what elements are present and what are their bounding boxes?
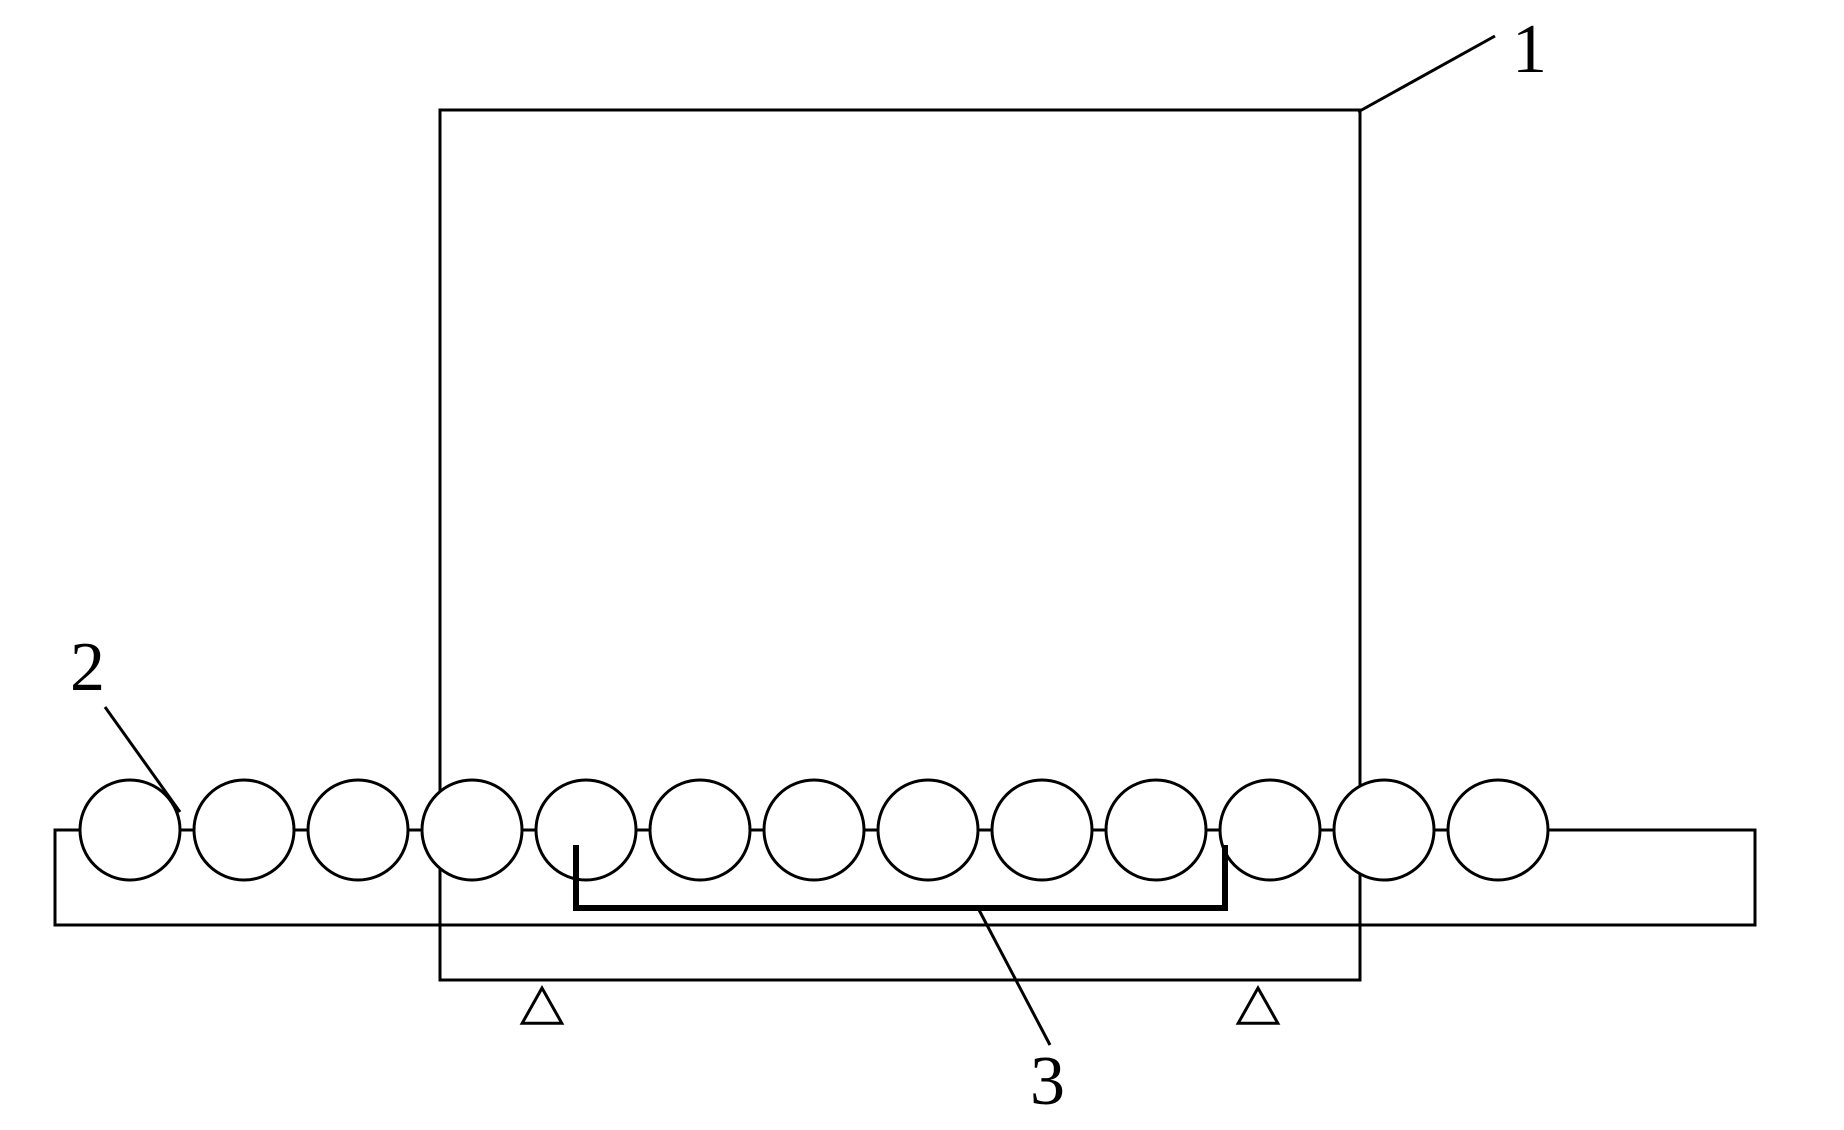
roller-circle — [1334, 780, 1434, 880]
leader-line — [978, 908, 1050, 1045]
label-3: 3 — [1030, 1043, 1065, 1120]
roller-circle — [878, 780, 978, 880]
label-1: 1 — [1512, 11, 1547, 88]
roller-circle — [194, 780, 294, 880]
roller-circle — [650, 780, 750, 880]
label-2: 2 — [70, 629, 105, 706]
roller-circle — [308, 780, 408, 880]
roller-circle — [764, 780, 864, 880]
roller-circle — [1220, 780, 1320, 880]
roller-circle — [1106, 780, 1206, 880]
support-triangles — [522, 988, 1278, 1023]
roller-circle — [80, 780, 180, 880]
roller-circle — [536, 780, 636, 880]
roller-circle — [992, 780, 1092, 880]
support-triangle — [1238, 988, 1278, 1023]
technical-diagram: 1 2 3 — [0, 0, 1844, 1130]
roller-circle — [422, 780, 522, 880]
roller-circle — [1448, 780, 1548, 880]
leader-line — [1358, 36, 1495, 112]
annotations: 1 2 3 — [70, 11, 1547, 1120]
support-triangle — [522, 988, 562, 1023]
